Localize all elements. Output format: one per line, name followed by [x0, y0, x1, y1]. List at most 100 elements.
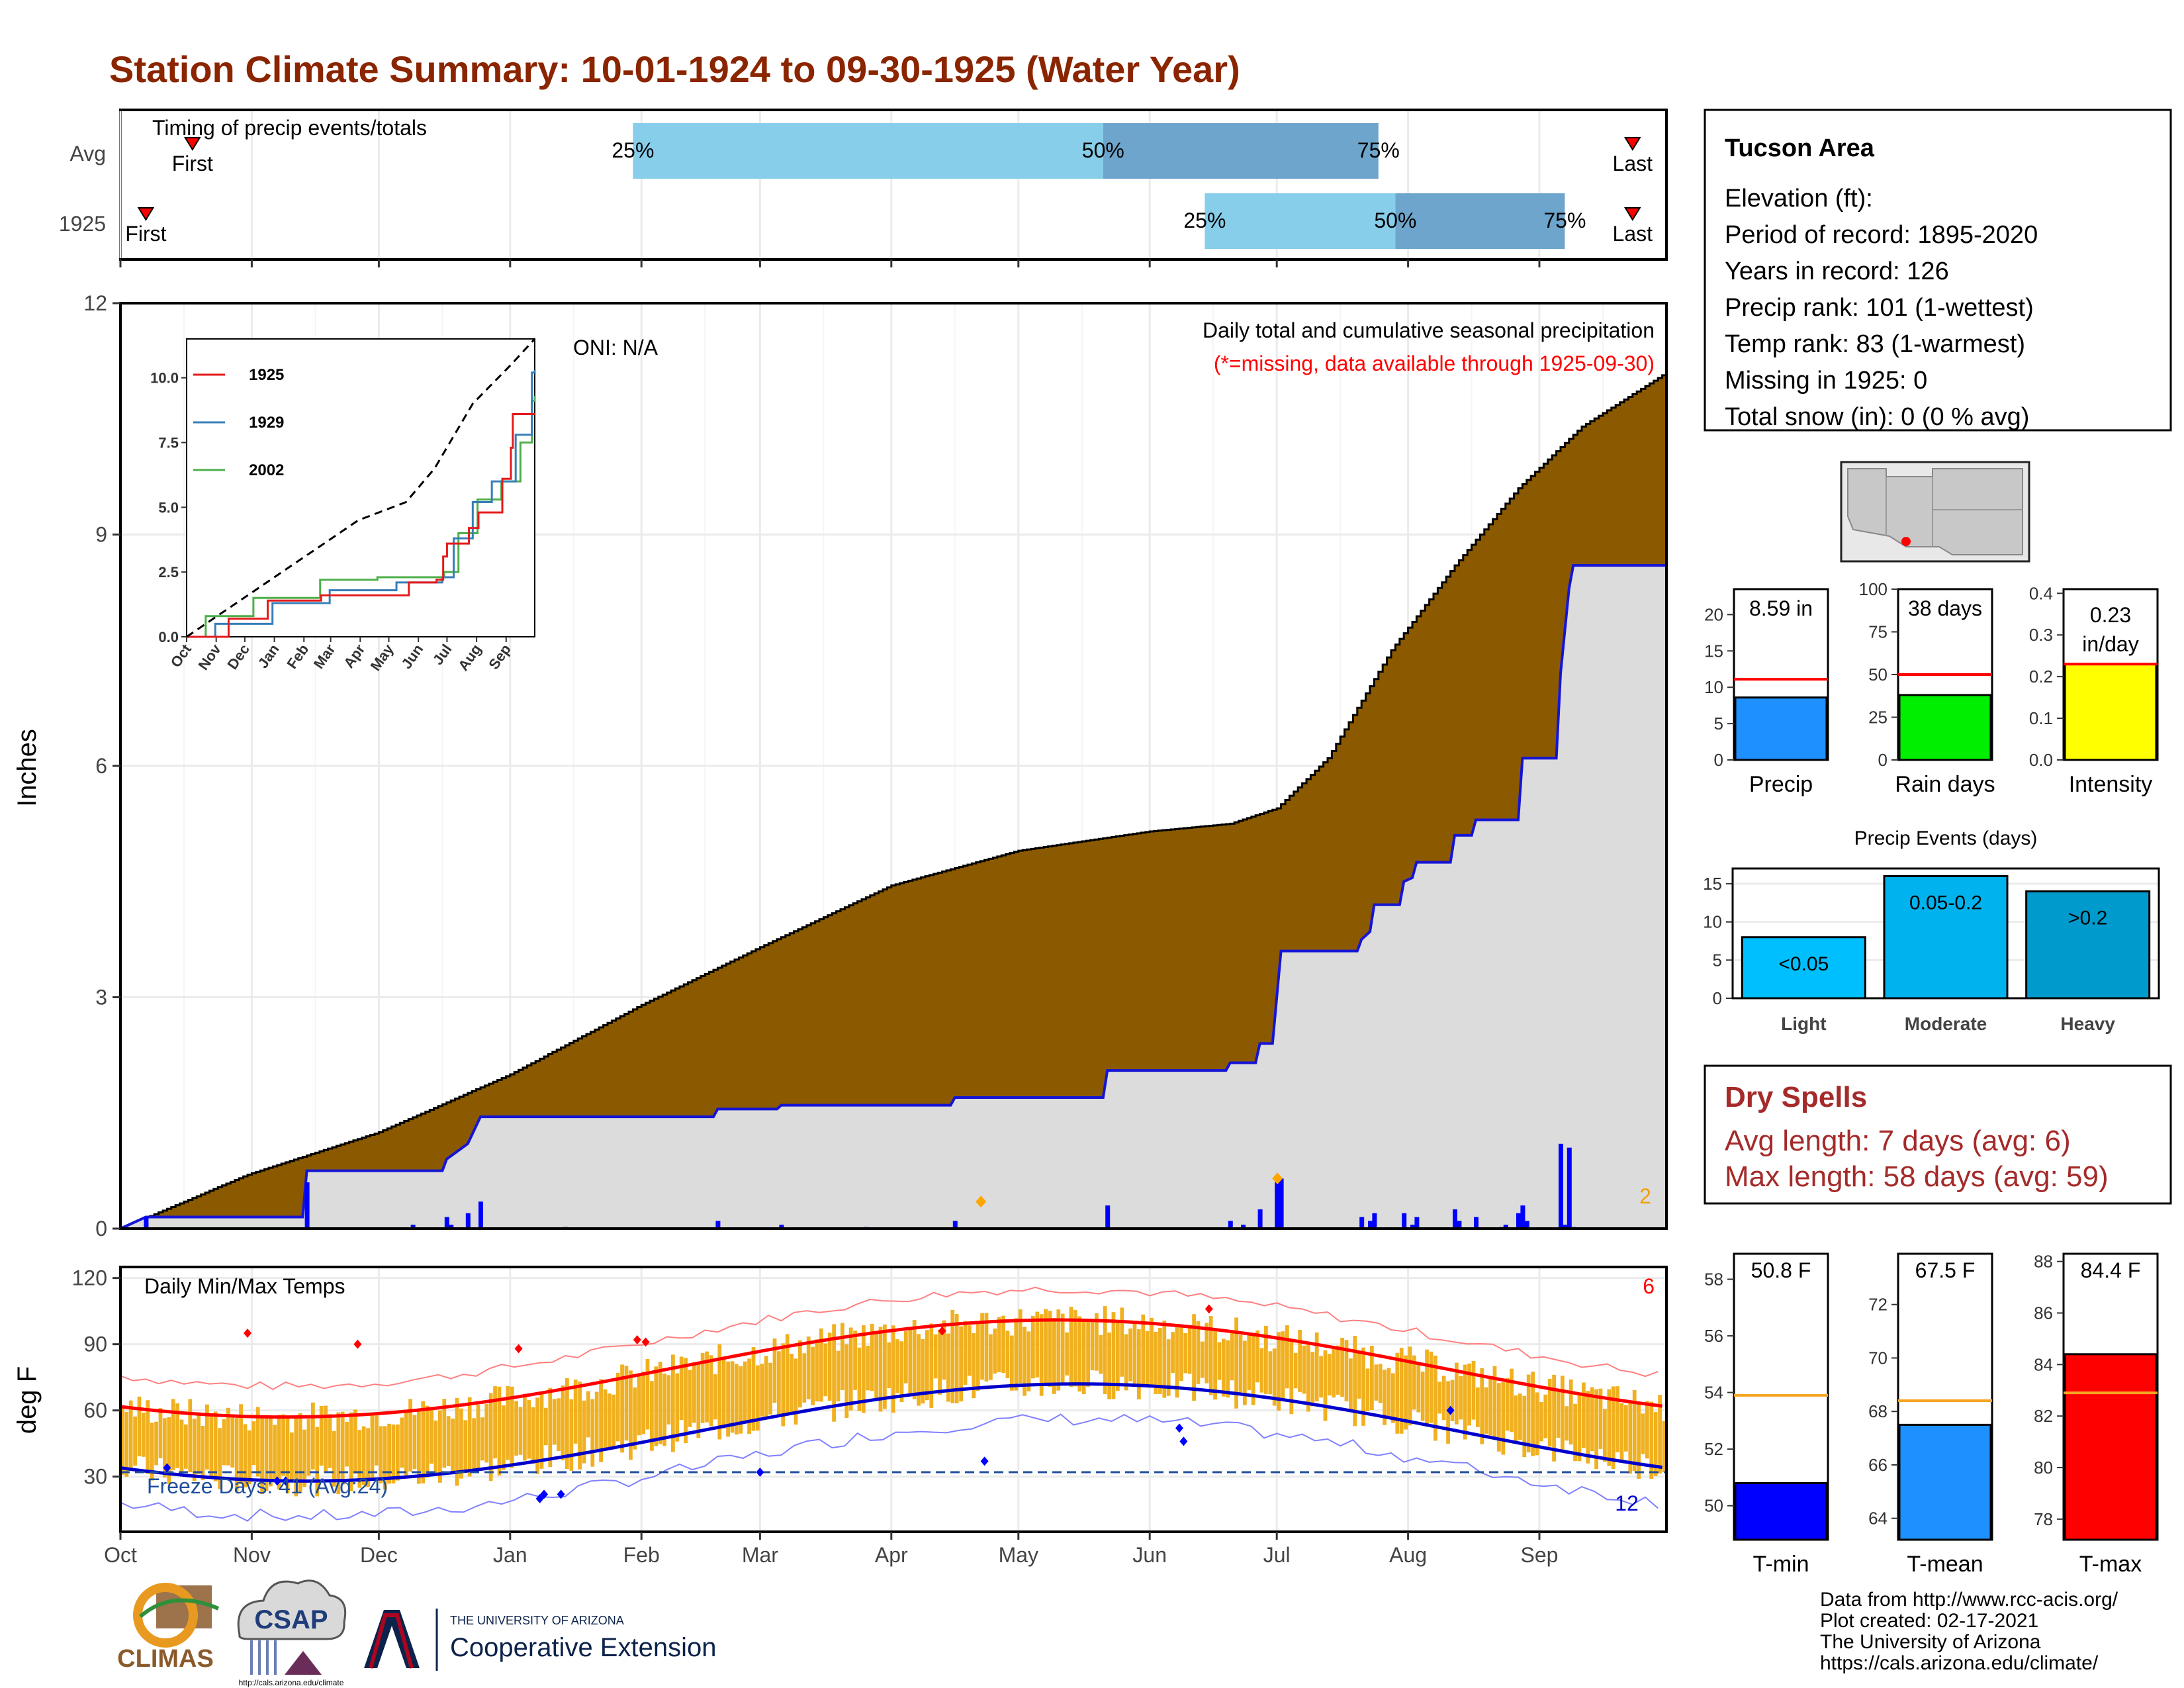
temp-frame — [119, 1266, 1668, 1533]
daily-temp-range-bar — [192, 1419, 197, 1481]
record-high-marker — [244, 1329, 251, 1338]
daily-temp-range-bar — [120, 1405, 124, 1475]
daily-temp-range-bar — [1598, 1388, 1603, 1449]
precip-events-bar — [2025, 890, 2151, 1000]
daily-temp-range-bar — [535, 1397, 539, 1474]
daily-temp-range-bar — [332, 1430, 336, 1487]
mini-bar-label: Rain days — [1895, 772, 1995, 797]
daily-temp-range-bar — [612, 1394, 616, 1446]
info-snow: Total snow (in): 0 (0 % avg) — [1725, 403, 2029, 431]
info-elevation: Elevation (ft): — [1725, 185, 1873, 212]
temp-summary-y-tick-label: 82 — [2034, 1406, 2053, 1426]
daily-temp-range-bar — [1281, 1331, 1285, 1400]
daily-temp-range-bar — [1361, 1347, 1365, 1426]
climas-logo-ring — [133, 1583, 198, 1648]
daily-temp-range-bar — [1425, 1349, 1429, 1427]
daily-temp-range-bar — [472, 1418, 476, 1471]
daily-temp-range-bar — [1039, 1314, 1044, 1396]
daily-temp-range-bar — [366, 1428, 370, 1487]
daily-temp-range-bar — [751, 1347, 756, 1431]
daily-temp-range-bar — [1539, 1402, 1543, 1442]
daily-temp-range-bar — [777, 1351, 781, 1417]
temp-summary-y-tick-label: 86 — [2034, 1303, 2053, 1323]
daily-temp-range-bar — [294, 1418, 298, 1497]
daily-temp-range-bar — [1306, 1344, 1310, 1412]
temp-summary-y-tick-label: 72 — [1868, 1295, 1888, 1315]
daily-temp-range-bar — [400, 1417, 404, 1468]
temp-summary-bar-t-mean — [1898, 1423, 1992, 1541]
daily-temp-range-bar — [1145, 1331, 1150, 1385]
daily-temp-range-bar — [1328, 1354, 1332, 1396]
daily-temp-range-bar — [658, 1362, 662, 1444]
daily-precip-bar — [444, 1217, 449, 1229]
daily-temp-range-bar — [1031, 1315, 1035, 1379]
mini-bar-y-tick-label: 5 — [1714, 714, 1723, 733]
climas-logo-swoosh — [139, 1598, 220, 1618]
summary-bar-charts: 0 5 10 15 20 8.59 in Precip 0 25 50 75 100 38 days Ra… — [1704, 579, 2159, 797]
daily-precip-bar — [1516, 1213, 1521, 1229]
daily-temp-range-bar — [146, 1400, 150, 1474]
daily-temp-range-bar — [662, 1374, 666, 1446]
temp-summary-label: T-mean — [1907, 1552, 1983, 1577]
daily-temp-range-bar — [827, 1333, 832, 1401]
daily-temp-range-bar — [1437, 1382, 1442, 1414]
daily-temp-range-bar — [1526, 1374, 1531, 1453]
daily-temp-range-bar — [319, 1405, 324, 1466]
daily-temp-range-bar — [1387, 1368, 1391, 1417]
info-precip-rank: Precip rank: 101 (1-wettest) — [1725, 294, 2034, 322]
temp-summary-y-tick-label: 78 — [2034, 1509, 2053, 1529]
daily-temp-range-bar — [721, 1359, 726, 1429]
daily-temp-range-bar — [1658, 1395, 1662, 1474]
record-low-marker — [756, 1468, 764, 1477]
daily-temp-range-bar — [1391, 1373, 1395, 1423]
daily-temp-range-bar — [273, 1425, 277, 1480]
daily-temp-range-bar — [1340, 1337, 1344, 1397]
daily-temp-range-bar — [781, 1343, 786, 1427]
daily-temp-range-bar — [615, 1372, 620, 1442]
daily-temp-range-bar — [1450, 1380, 1455, 1421]
precip-y-tick-label: 6 — [95, 754, 107, 778]
extreme-precip-marker — [976, 1196, 987, 1208]
daily-temp-range-bar — [510, 1386, 514, 1468]
daily-temp-range-bar — [425, 1405, 430, 1478]
precip-events-category: Moderate — [1905, 1013, 1987, 1034]
mini-bar-y-tick-label: 0 — [1714, 750, 1723, 770]
daily-temp-range-bar — [1226, 1340, 1230, 1398]
daily-temp-range-bar — [633, 1387, 637, 1450]
daily-temp-range-bar — [1399, 1348, 1404, 1434]
dry-spells-frame — [1704, 1064, 2172, 1205]
temp-summary-value: 84.4 F — [2081, 1258, 2141, 1282]
daily-temp-range-bar — [1569, 1379, 1573, 1445]
daily-temp-range-bar — [794, 1358, 798, 1425]
temp-summary-y-tick-label: 88 — [2034, 1252, 2053, 1272]
daily-temp-range-bar — [1298, 1329, 1302, 1392]
daily-temp-range-bar — [277, 1415, 281, 1490]
daily-temp-range-bar — [243, 1424, 248, 1487]
daily-temp-range-bar — [1319, 1356, 1323, 1398]
daily-temp-range-bar — [433, 1420, 438, 1475]
precip-events-category: Light — [1781, 1013, 1826, 1034]
info-temp-rank: Temp rank: 83 (1-warmest) — [1725, 330, 2025, 358]
daily-temp-range-bar — [1615, 1386, 1619, 1452]
temp-y-label: deg F — [13, 1366, 42, 1434]
csap-rain — [250, 1640, 277, 1675]
daily-temp-range-bar — [1404, 1355, 1408, 1430]
daily-temp-range-bar — [862, 1325, 866, 1413]
daily-temp-range-bar — [908, 1327, 913, 1395]
daily-temp-range-bar — [518, 1407, 523, 1455]
daily-temp-range-bar — [730, 1361, 735, 1433]
daily-temp-range-bar — [1336, 1345, 1340, 1395]
daily-temp-range-bar — [1111, 1312, 1116, 1399]
daily-temp-range-bar — [1272, 1348, 1277, 1406]
daily-temp-range-bar — [137, 1396, 142, 1456]
daily-temp-range-bar — [735, 1364, 739, 1435]
daily-temp-range-bar — [1293, 1352, 1298, 1389]
daily-precip-bar — [1567, 1147, 1572, 1229]
daily-temp-range-bar — [1052, 1317, 1056, 1394]
timing-bars: 25% 50% 75% First Last 25% 50% 75% First Last — [125, 123, 1653, 249]
daily-precip-bar — [1368, 1221, 1373, 1229]
precip-events-y-tick-label: 5 — [1713, 950, 1722, 970]
freeze-days-label: Freeze Days: 41 (Avg:24) — [147, 1474, 388, 1498]
station-name: Tucson Area — [1725, 134, 1875, 162]
daily-temp-range-bar — [1065, 1332, 1069, 1376]
